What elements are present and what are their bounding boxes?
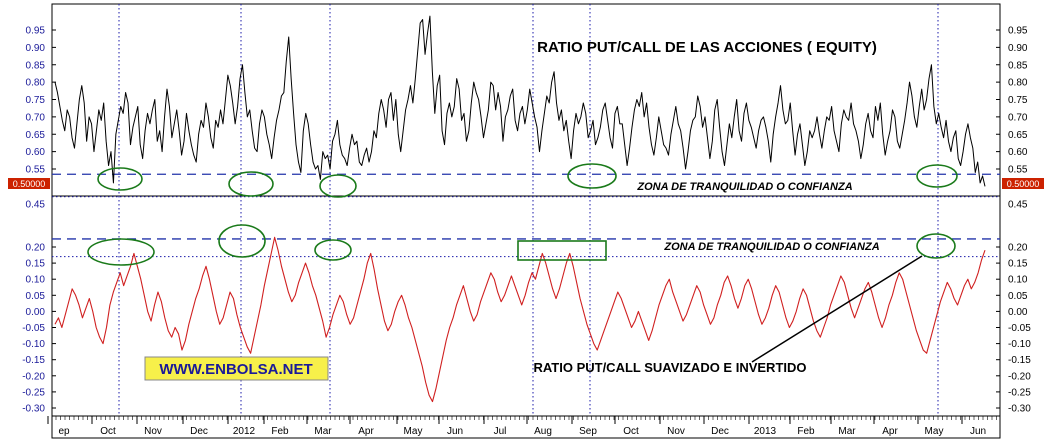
highlight-circle [228,171,274,197]
x-tick-label: Feb [271,426,289,437]
y-tick-label-bottom-right: 0.00 [1008,307,1028,318]
x-tick-label: Apr [882,426,898,437]
y-tick-label-top-right: 0.95 [1008,26,1028,37]
y-tick-label-top-right: 0.60 [1008,147,1028,158]
x-tick-label: Jun [447,426,463,437]
series-layer [54,15,986,403]
y-tick-label-top-left: 0.70 [26,112,46,123]
current-value-label-left: 0.50000 [13,179,46,189]
y-tick-label-bottom-left: -0.15 [22,355,45,366]
y-tick-label-top-right: 0.55 [1008,165,1028,176]
highlight-circle [567,163,617,189]
x-tick-label: Oct [100,426,116,437]
y-tick-label-bottom-left: 0.05 [26,291,46,302]
y-tick-label-top-left: 0.80 [26,78,46,89]
bottom-reference-label: ZONA DE TRANQUILIDAD O CONFIANZA [663,241,879,253]
current-value-badge-left [8,178,50,189]
top-reference-label: ZONA DE TRANQUILIDAD O CONFIANZA [636,181,852,193]
highlight-circle [218,224,266,258]
highlight-circle [916,233,956,259]
y-tick-label-bottom-left: 0.15 [26,259,46,270]
y-tick-label-top-left: 0.95 [26,26,46,37]
bottom-chart-title: RATIO PUT/CALL SUAVIZADO E INVERTIDO [533,360,806,375]
y-tick-label-top-right: 0.80 [1008,78,1028,89]
x-tick-label: 2013 [754,426,777,437]
y-tick-label-top-right: 0.85 [1008,60,1028,71]
x-tick-label: Nov [144,426,162,437]
top-series-line [54,15,986,187]
x-tick-label: Jul [494,426,507,437]
highlight-circle [97,167,143,191]
y-tick-label-top-right: 0.70 [1008,112,1028,123]
watermark-text: WWW.ENBOLSA.NET [159,361,312,378]
y-tick-label-bottom-right: -0.15 [1008,355,1031,366]
y-tick-label-bottom-left: -0.05 [22,323,45,334]
y-tick-label-bottom-left: -0.10 [22,339,45,350]
y-tick-label-top-left: 0.45 [26,199,46,210]
pointer-arrow-line [751,255,923,363]
x-tick-label: Nov [667,426,685,437]
y-tick-label-top-right: 0.65 [1008,130,1028,141]
top-panel-frame [51,3,1001,197]
x-axis-strip [51,415,1001,439]
x-tick-label: Aug [534,426,552,437]
x-tick-label: Dec [190,426,208,437]
highlight-circle [319,174,357,198]
y-tick-label-top-left: 0.85 [26,60,46,71]
annotation-layer [87,163,958,363]
x-tick-label: Oct [623,426,639,437]
x-tick-label: Sep [579,426,597,437]
watermark-box [144,356,329,381]
current-value-badge-right [1002,178,1044,189]
y-tick-label-top-left: 0.90 [26,43,46,54]
y-tick-label-bottom-right: -0.30 [1008,404,1031,415]
y-tick-label-bottom-left: 0.10 [26,275,46,286]
y-tick-label-bottom-right: -0.10 [1008,339,1031,350]
y-tick-label-bottom-right: -0.25 [1008,387,1031,398]
x-tick-label: May [925,426,944,437]
highlight-circle [314,239,352,261]
highlight-box [517,240,607,261]
y-tick-label-top-right: 0.90 [1008,43,1028,54]
x-tick-label: Mar [838,426,856,437]
current-value-label-right: 0.50000 [1007,179,1040,189]
tick-layer: 0.95 0.95 0.90 0.90 0.85 0.85 0.80 0.80 0.75 0.75… [22,26,1031,438]
y-tick-label-bottom-right: -0.05 [1008,323,1031,334]
x-tick-label: May [404,426,423,437]
y-tick-label-top-left: 0.55 [26,165,46,176]
x-tick-label: 2012 [233,426,256,437]
bottom-series-line [54,236,986,403]
y-tick-label-bottom-right: 0.15 [1008,259,1028,270]
y-tick-label-bottom-right: 0.05 [1008,291,1028,302]
y-tick-label-bottom-right: 0.20 [1008,243,1028,254]
y-tick-label-bottom-left: 0.00 [26,307,46,318]
y-tick-label-bottom-right: -0.20 [1008,371,1031,382]
y-tick-label-top-right: 0.45 [1008,199,1028,210]
y-tick-label-top-right: 0.75 [1008,95,1028,106]
y-tick-label-top-left: 0.65 [26,130,46,141]
y-tick-label-bottom-right: 0.10 [1008,275,1028,286]
y-tick-label-top-left: 0.60 [26,147,46,158]
y-tick-label-bottom-left: -0.25 [22,387,45,398]
top-chart-title: RATIO PUT/CALL DE LAS ACCIONES ( EQUITY) [537,39,877,56]
y-tick-label-bottom-left: -0.20 [22,371,45,382]
x-tick-label: Mar [314,426,332,437]
x-tick-label: Dec [711,426,729,437]
x-tick-label: ep [58,426,70,437]
y-tick-label-bottom-left: -0.30 [22,404,45,415]
x-tick-label: Apr [358,426,374,437]
x-tick-label: Feb [797,426,815,437]
y-tick-label-bottom-left: 0.20 [26,243,46,254]
highlight-circle [87,238,155,266]
y-tick-label-top-left: 0.75 [26,95,46,106]
x-tick-label: Jun [970,426,986,437]
highlight-circle [916,164,958,188]
